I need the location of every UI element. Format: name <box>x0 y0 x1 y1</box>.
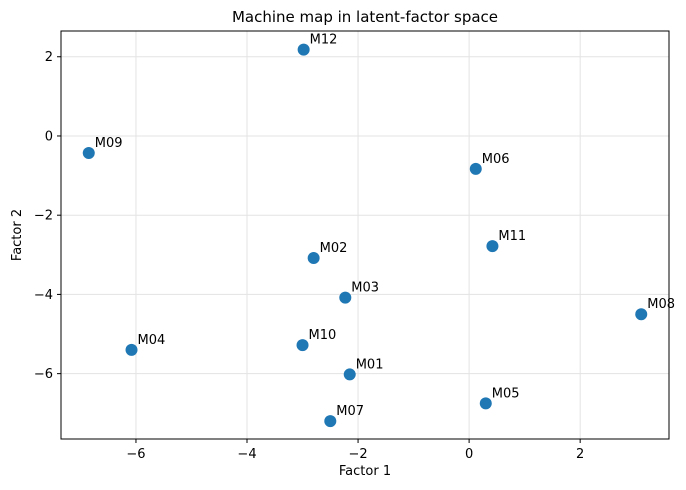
data-point <box>635 308 648 321</box>
plot-frame <box>60 30 670 440</box>
x-axis-title: Factor 1 <box>339 464 391 479</box>
y-tick-label: 0 <box>45 129 53 144</box>
x-tick-label: −4 <box>237 447 256 462</box>
data-points <box>82 43 648 428</box>
data-point <box>125 343 138 356</box>
data-point-label: M04 <box>138 333 166 348</box>
chart-title: Machine map in latent-factor space <box>232 8 498 26</box>
data-point <box>324 415 337 428</box>
data-point <box>297 43 310 56</box>
data-point <box>307 251 320 264</box>
x-tick-label: −6 <box>126 447 145 462</box>
data-point-label: M03 <box>351 281 379 296</box>
data-point-label: M01 <box>356 357 384 372</box>
x-tick-label: −2 <box>348 447 367 462</box>
point-labels: M01 M02 M03 M04 M05 M06 M07 M08 M09 M10 M11 M12 <box>95 33 675 420</box>
data-point-label: M08 <box>647 297 675 312</box>
data-point-label: M07 <box>336 404 364 419</box>
data-point-label: M10 <box>309 328 337 343</box>
data-point-label: M11 <box>498 229 526 244</box>
data-point <box>479 397 492 410</box>
data-point <box>82 147 95 160</box>
y-tick-label: −6 <box>34 367 53 382</box>
data-point <box>343 368 356 381</box>
data-point-label: M02 <box>320 241 348 256</box>
axis-ticks: −6 −4 −2 0 2 2 0 −2 −4 −6 <box>34 50 584 462</box>
grid <box>61 31 669 439</box>
y-tick-label: −2 <box>34 209 53 224</box>
y-tick-label: 2 <box>45 50 53 65</box>
x-tick-label: 0 <box>465 447 473 462</box>
data-point-label: M12 <box>310 33 338 48</box>
y-axis-title: Factor 2 <box>10 209 25 261</box>
x-tick-label: 2 <box>576 447 584 462</box>
data-point-label: M09 <box>95 136 123 151</box>
data-point <box>296 339 309 352</box>
data-point-label: M05 <box>492 386 520 401</box>
data-point <box>469 162 482 175</box>
data-point-label: M06 <box>482 152 510 167</box>
data-point <box>339 291 352 304</box>
y-tick-label: −4 <box>34 288 53 303</box>
data-point <box>486 240 499 253</box>
